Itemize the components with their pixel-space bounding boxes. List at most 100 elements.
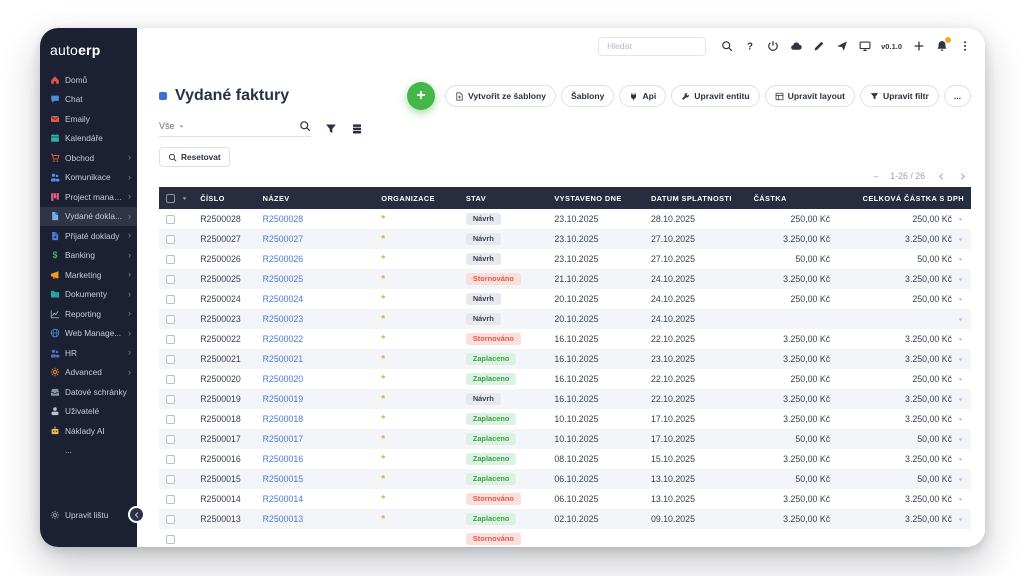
row-checkbox[interactable]: [166, 435, 175, 445]
table-row-r2500027[interactable]: R2500027 R2500027 * Návrh 23.10.2025 27.10.20…: [159, 229, 971, 249]
add-invoice-button[interactable]: +: [406, 82, 435, 110]
bell-button[interactable]: [935, 36, 951, 53]
column-header-celkova-castka-s-dph[interactable]: CELKOVÁ ČÁSTKA S DPH: [837, 187, 971, 209]
row-checkbox[interactable]: [166, 375, 175, 385]
row-checkbox[interactable]: [166, 495, 175, 505]
row-checkbox[interactable]: [166, 275, 175, 285]
send-button[interactable]: [835, 40, 848, 53]
sidebar-item-project-manag[interactable]: Project manag... ›: [40, 187, 137, 207]
sidebar-item-banking[interactable]: Banking ›: [40, 246, 137, 266]
table-row[interactable]: Stornováno: [159, 529, 971, 547]
column-header-datum-splatnosti[interactable]: DATUM SPLATNOSTI: [643, 187, 747, 209]
toolbar-button-sablony[interactable]: Šablony: [561, 85, 615, 107]
search-button[interactable]: [720, 40, 733, 53]
column-header-nazev[interactable]: NÁZEV: [255, 187, 375, 209]
invoice-link[interactable]: R2500025: [262, 274, 304, 284]
row-checkbox[interactable]: [166, 335, 175, 345]
table-row-r2500023[interactable]: R2500023 R2500023 * Návrh 20.10.2025 24.10.20…: [159, 309, 971, 329]
invoice-link[interactable]: R2500027: [262, 234, 304, 244]
sidebar-item-hr[interactable]: HR ›: [40, 343, 137, 363]
sidebar-item-dokumenty[interactable]: Dokumenty ›: [40, 285, 137, 305]
table-row-r2500017[interactable]: R2500017 R2500017 * Zaplaceno 10.10.2025 17.1…: [159, 429, 971, 449]
row-checkbox[interactable]: [166, 315, 175, 325]
next-page-button[interactable]: [958, 172, 967, 181]
sidebar-item-domu[interactable]: Domů: [40, 70, 137, 90]
select-all-checkbox[interactable]: [166, 193, 175, 203]
global-search-input[interactable]: [598, 36, 707, 56]
invoice-link[interactable]: R2500021: [262, 354, 304, 364]
table-search-button[interactable]: [299, 120, 311, 132]
toolbar-button-api[interactable]: Api: [619, 85, 667, 107]
invoice-link[interactable]: R2500015: [262, 474, 304, 484]
table-row-r2500019[interactable]: R2500019 R2500019 * Návrh 16.10.2025 22.10.20…: [159, 389, 971, 409]
pencil-button[interactable]: [812, 40, 825, 53]
column-header-cislo[interactable]: ČÍSLO: [193, 187, 256, 209]
invoice-link[interactable]: R2500020: [262, 374, 304, 384]
row-checkbox[interactable]: [166, 355, 175, 365]
invoice-link[interactable]: R2500023: [262, 314, 304, 324]
column-header-stav[interactable]: STAV: [458, 187, 548, 209]
cloud-button[interactable]: [789, 40, 802, 53]
sidebar-item-vydane-dokla[interactable]: Vydané dokla... ›: [40, 206, 137, 226]
invoice-link[interactable]: R2500017: [262, 434, 304, 444]
toolbar-button-upravit-layout[interactable]: Upravit layout: [764, 85, 855, 107]
row-checkbox[interactable]: [166, 415, 175, 425]
sidebar-item-prijate-doklady[interactable]: Přijaté doklady ›: [40, 226, 137, 246]
table-row-r2500025[interactable]: R2500025 R2500025 * Stornováno 21.10.2025 24.…: [159, 269, 971, 289]
plus-button[interactable]: [912, 40, 925, 53]
row-checkbox[interactable]: [166, 515, 175, 525]
table-row-r2500024[interactable]: R2500024 R2500024 * Návrh 20.10.2025 24.10.20…: [159, 289, 971, 309]
sidebar-item-datove-schranky[interactable]: Datové schránky: [40, 382, 137, 402]
monitor-button[interactable]: [858, 40, 871, 53]
reset-button[interactable]: Resetovat: [159, 147, 230, 167]
row-checkbox[interactable]: [166, 235, 175, 245]
sidebar-collapse-button[interactable]: [128, 506, 145, 523]
invoice-link[interactable]: R2500024: [262, 294, 304, 304]
invoice-link[interactable]: R2500022: [262, 334, 304, 344]
sidebar-item-upravit-listu[interactable]: Upravit lištu: [40, 506, 137, 526]
toolbar-button-upravit-entitu[interactable]: Upravit entitu: [671, 85, 760, 107]
toolbar-button-vytvorit-ze-sablony[interactable]: Vytvořit ze šablony: [444, 85, 556, 107]
row-checkbox[interactable]: [166, 455, 175, 465]
table-row-r2500016[interactable]: R2500016 R2500016 * Zaplaceno 08.10.2025 15.1…: [159, 449, 971, 469]
invoice-link[interactable]: R2500026: [262, 254, 304, 264]
invoice-link[interactable]: R2500018: [262, 414, 304, 424]
table-row-r2500022[interactable]: R2500022 R2500022 * Stornováno 16.10.2025 22.…: [159, 329, 971, 349]
layers-button[interactable]: [351, 123, 363, 135]
table-row-r2500014[interactable]: R2500014 R2500014 * Stornováno 06.10.2025 13.…: [159, 489, 971, 509]
toolbar-button-upravit-filtr[interactable]: Upravit filtr: [859, 85, 939, 107]
invoice-link[interactable]: R2500013: [262, 514, 304, 524]
sidebar-item-obchod[interactable]: Obchod ›: [40, 148, 137, 168]
sidebar-item-naklady-ai[interactable]: Náklady AI: [40, 421, 137, 441]
prev-page-button[interactable]: [937, 172, 946, 181]
sidebar-item-marketing[interactable]: Marketing ›: [40, 265, 137, 285]
sidebar-item-advanced[interactable]: Advanced ›: [40, 363, 137, 383]
sidebar-item-uzivatele[interactable]: Uživatelé: [40, 402, 137, 422]
invoice-link[interactable]: R2500019: [262, 394, 304, 404]
table-row-r2500026[interactable]: R2500026 R2500026 * Návrh 23.10.2025 27.10.20…: [159, 249, 971, 269]
app-logo[interactable]: autoerp: [40, 36, 137, 70]
power-button[interactable]: [766, 40, 779, 53]
table-row-r2500015[interactable]: R2500015 R2500015 * Zaplaceno 06.10.2025 13.1…: [159, 469, 971, 489]
sidebar-item-emaily[interactable]: Emaily: [40, 109, 137, 129]
invoice-link[interactable]: R2500028: [262, 214, 304, 224]
sidebar-item-reporting[interactable]: Reporting ›: [40, 304, 137, 324]
table-row-r2500020[interactable]: R2500020 R2500020 * Zaplaceno 16.10.2025 22.1…: [159, 369, 971, 389]
sidebar-item-chat[interactable]: Chat: [40, 90, 137, 110]
kebab-button[interactable]: [958, 40, 971, 53]
table-row-r2500018[interactable]: R2500018 R2500018 * Zaplaceno 10.10.2025 17.1…: [159, 409, 971, 429]
column-header-castka[interactable]: ČÁSTKA: [746, 187, 838, 209]
invoice-link[interactable]: R2500014: [262, 494, 304, 504]
table-row-r2500021[interactable]: R2500021 R2500021 * Zaplaceno 16.10.2025 23.1…: [159, 349, 971, 369]
row-checkbox[interactable]: [166, 255, 175, 265]
column-header-vystaveno-dne[interactable]: VYSTAVENO DNE: [547, 187, 644, 209]
table-row-r2500013[interactable]: R2500013 R2500013 * Zaplaceno 02.10.2025 09.1…: [159, 509, 971, 529]
toolbar-button-item[interactable]: ...: [943, 85, 971, 107]
row-checkbox[interactable]: [166, 475, 175, 485]
filter-funnel-button[interactable]: [325, 123, 337, 135]
sidebar-item-web-manage[interactable]: Web Manage... ›: [40, 324, 137, 344]
filter-scope-select[interactable]: Vše: [159, 121, 185, 131]
table-row-r2500028[interactable]: R2500028 R2500028 * Návrh 23.10.2025 28.10.20…: [159, 209, 971, 229]
row-checkbox[interactable]: [166, 215, 175, 225]
row-checkbox[interactable]: [166, 295, 175, 305]
